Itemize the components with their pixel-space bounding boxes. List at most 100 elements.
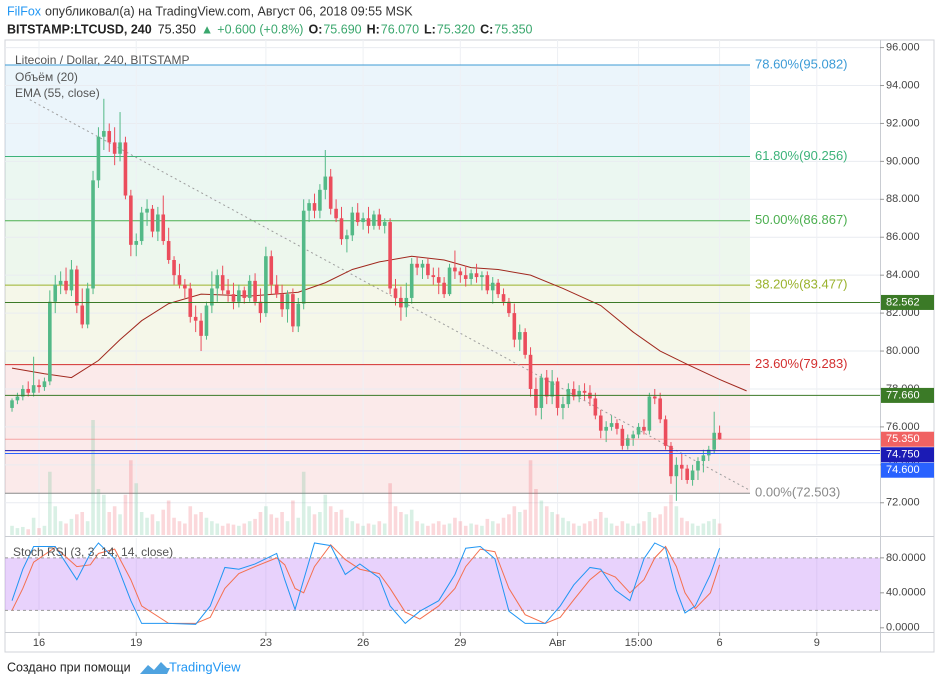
candle-body xyxy=(199,320,203,336)
volume-bar xyxy=(647,512,652,535)
volume-bar xyxy=(150,514,155,535)
volume-bar xyxy=(64,523,68,535)
y-tick-label: 90.000 xyxy=(886,155,920,167)
volume-bar xyxy=(274,517,279,535)
volume-bar xyxy=(701,523,706,535)
candle-body xyxy=(696,461,700,471)
volume-bar xyxy=(706,521,711,535)
candle-body xyxy=(701,455,706,462)
candle-body xyxy=(652,396,657,399)
candle-body xyxy=(447,267,452,295)
volume-bar xyxy=(285,521,290,535)
candle-body xyxy=(161,214,166,242)
y-tick-label: 96.000 xyxy=(886,41,920,53)
volume-bar xyxy=(26,529,31,535)
volume-bar xyxy=(75,514,79,535)
volume-bar xyxy=(237,525,241,535)
volume-bar xyxy=(485,518,490,535)
volume-bar xyxy=(712,518,716,535)
candle-body xyxy=(561,404,565,408)
header-text: ▲ xyxy=(201,22,213,36)
volume-bar xyxy=(129,460,133,535)
header: FilFox опубликовал(а) на TradingView.com,… xyxy=(7,4,533,36)
candle-body xyxy=(183,284,187,289)
candle-body xyxy=(706,449,711,456)
volume-bar xyxy=(582,523,587,535)
candle-body xyxy=(490,282,495,291)
volume-bar xyxy=(199,512,203,535)
candle-body xyxy=(339,218,344,240)
volume-bar xyxy=(544,506,549,535)
volume-bar xyxy=(323,494,328,535)
volume-bar xyxy=(231,524,236,535)
candle-body xyxy=(253,280,257,302)
volume-bar xyxy=(490,521,495,535)
header-text: 75.350 xyxy=(158,22,196,36)
volume-bar xyxy=(204,517,209,535)
volume-bar xyxy=(463,525,468,535)
candle-body xyxy=(528,354,533,389)
volume-bar xyxy=(215,523,220,535)
volume-bar xyxy=(528,460,533,535)
volume-bar xyxy=(631,525,635,535)
volume-bar xyxy=(453,517,457,535)
volume-bar xyxy=(523,509,527,535)
candle-body xyxy=(15,396,20,401)
price-box xyxy=(881,431,934,447)
volume-bar xyxy=(21,526,25,535)
candle-body xyxy=(85,288,90,325)
y-tick-label: 92.000 xyxy=(886,117,920,129)
candle-body xyxy=(75,269,79,306)
volume-bar xyxy=(717,523,722,535)
y-tick-label: 94.000 xyxy=(886,79,920,91)
volume-bar xyxy=(534,489,538,535)
volume-bar xyxy=(264,506,268,535)
fib-label: 61.80%(90.256) xyxy=(755,148,848,163)
candle-body xyxy=(577,390,581,397)
fib-label: 38.20%(83.477) xyxy=(755,277,848,292)
footer-text: Создано при помощи xyxy=(7,660,131,674)
candle-body xyxy=(31,385,36,393)
candle-body xyxy=(318,189,322,211)
candle-body xyxy=(204,305,209,336)
candle-body xyxy=(615,423,619,429)
volume-bar xyxy=(674,506,679,535)
candle-body xyxy=(156,214,160,232)
fib-label: 50.00%(86.867) xyxy=(755,212,848,227)
candle-body xyxy=(372,214,376,226)
candle-body xyxy=(361,218,365,223)
volume-bar xyxy=(242,523,247,535)
candle-body xyxy=(523,332,527,355)
volume-bar xyxy=(355,523,360,535)
candle-body xyxy=(717,432,722,440)
candle-body xyxy=(53,284,58,302)
candle-body xyxy=(301,210,306,304)
volume-bar xyxy=(183,523,187,535)
candle-body xyxy=(166,241,171,260)
volume-bar xyxy=(10,525,14,535)
y-tick-label: 88.000 xyxy=(886,193,920,205)
volume-bar xyxy=(372,524,376,535)
footer-brand[interactable]: TradingView xyxy=(169,659,241,674)
volume-bar xyxy=(31,517,36,535)
candle-body xyxy=(474,273,479,278)
candle-body xyxy=(226,290,230,295)
candle-body xyxy=(663,419,668,446)
candle-body xyxy=(512,313,517,340)
volume-bar xyxy=(420,523,425,535)
volume-bar xyxy=(37,528,41,535)
candle-body xyxy=(26,388,31,393)
volume-bar xyxy=(53,506,58,535)
candle-body xyxy=(258,301,263,314)
y-tick-label: 82.000 xyxy=(886,307,920,319)
x-tick-label: Авг xyxy=(549,637,566,649)
volume-bar xyxy=(301,471,306,535)
candle-body xyxy=(458,271,463,276)
volume-bar xyxy=(571,523,576,535)
candle-body xyxy=(123,142,128,196)
volume-bar xyxy=(458,521,463,535)
candle-body xyxy=(685,468,689,480)
header-text: 76.070 xyxy=(381,22,419,36)
